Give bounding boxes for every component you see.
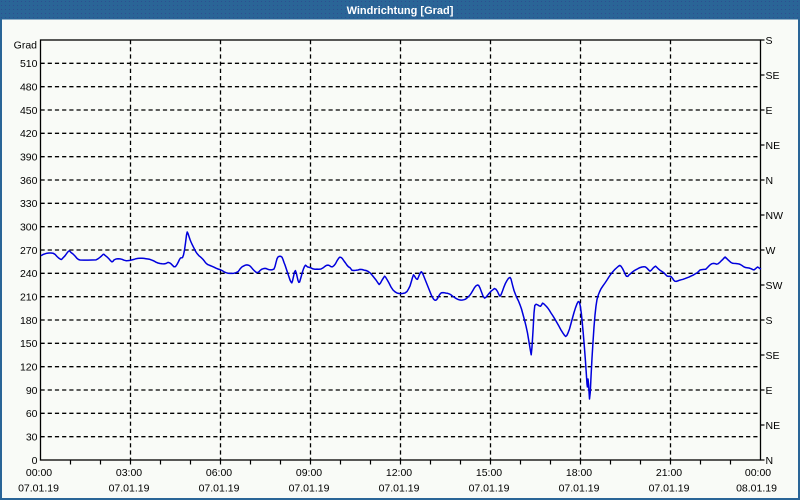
svg-text:360: 360: [20, 175, 38, 187]
svg-text:NE: NE: [766, 420, 781, 432]
svg-text:E: E: [766, 385, 773, 397]
svg-text:15:00: 15:00: [476, 467, 502, 479]
svg-text:210: 210: [20, 291, 38, 303]
svg-text:300: 300: [20, 221, 38, 233]
svg-text:09:00: 09:00: [296, 467, 322, 479]
svg-text:180: 180: [20, 315, 38, 327]
svg-text:00:00: 00:00: [745, 467, 771, 479]
svg-text:30: 30: [26, 431, 38, 443]
svg-text:07.01.19: 07.01.19: [18, 483, 59, 495]
svg-text:480: 480: [20, 81, 38, 93]
svg-text:SE: SE: [766, 70, 780, 82]
svg-text:270: 270: [20, 245, 38, 257]
svg-text:330: 330: [20, 198, 38, 210]
svg-text:NW: NW: [766, 210, 784, 222]
svg-text:S: S: [766, 315, 773, 327]
svg-text:03:00: 03:00: [116, 467, 142, 479]
svg-text:08.01.19: 08.01.19: [736, 483, 777, 495]
svg-text:07.01.19: 07.01.19: [199, 483, 240, 495]
svg-text:SW: SW: [766, 280, 783, 292]
svg-text:150: 150: [20, 338, 38, 350]
svg-text:18:00: 18:00: [566, 467, 592, 479]
svg-text:07.01.19: 07.01.19: [559, 483, 600, 495]
svg-text:07.01.19: 07.01.19: [649, 483, 690, 495]
svg-text:06:00: 06:00: [206, 467, 232, 479]
svg-text:00:00: 00:00: [26, 467, 52, 479]
svg-text:90: 90: [26, 385, 38, 397]
svg-text:07.01.19: 07.01.19: [289, 483, 330, 495]
svg-text:07.01.19: 07.01.19: [109, 483, 150, 495]
svg-text:NE: NE: [766, 140, 781, 152]
svg-text:12:00: 12:00: [386, 467, 412, 479]
svg-text:SE: SE: [766, 350, 780, 362]
svg-text:W: W: [766, 245, 776, 257]
svg-text:0: 0: [32, 455, 38, 467]
svg-text:07.01.19: 07.01.19: [469, 483, 510, 495]
svg-text:E: E: [766, 105, 773, 117]
svg-text:N: N: [766, 175, 774, 187]
svg-text:S: S: [766, 35, 773, 47]
svg-text:390: 390: [20, 151, 38, 163]
svg-text:510: 510: [20, 58, 38, 70]
svg-text:450: 450: [20, 105, 38, 117]
svg-text:Windrichtung [Grad]: Windrichtung [Grad]: [347, 5, 454, 17]
svg-text:N: N: [766, 455, 774, 467]
svg-text:420: 420: [20, 128, 38, 140]
svg-text:60: 60: [26, 408, 38, 420]
svg-text:21:00: 21:00: [656, 467, 682, 479]
svg-text:Grad: Grad: [14, 39, 38, 51]
svg-text:07.01.19: 07.01.19: [379, 483, 420, 495]
svg-text:240: 240: [20, 268, 38, 280]
svg-text:120: 120: [20, 361, 38, 373]
